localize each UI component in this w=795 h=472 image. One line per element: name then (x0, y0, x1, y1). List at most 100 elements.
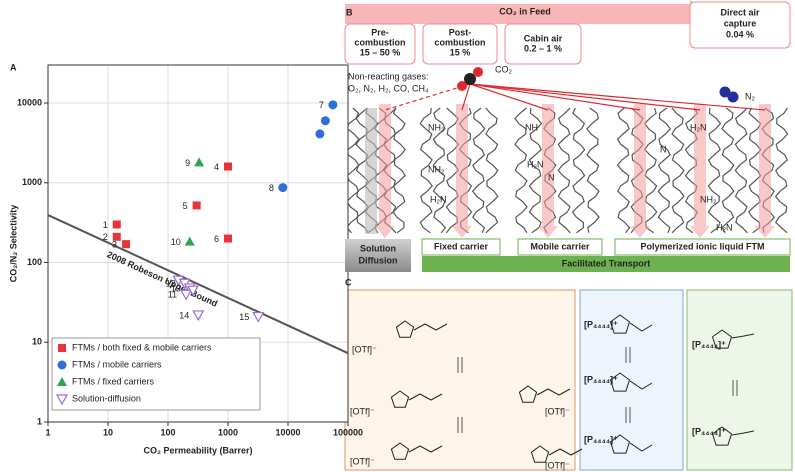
counterion: [P₄₄₄₄]⁺ (584, 434, 618, 444)
ring (609, 434, 631, 454)
membrane (346, 67, 789, 238)
polymer-chain (657, 107, 672, 234)
legend (51, 337, 261, 411)
point (112, 220, 121, 229)
polymer-chain (485, 107, 499, 234)
feed-box-text: 15 % (450, 47, 471, 57)
point (122, 240, 131, 249)
feed-box-text: Post- (449, 27, 472, 37)
bond (536, 388, 571, 396)
x-tick-label: 1000 (218, 427, 238, 437)
polymer-chain (643, 107, 658, 234)
polymer-chain (721, 107, 735, 234)
legend-marker (55, 394, 69, 406)
carrier-box (614, 238, 791, 256)
point (224, 162, 232, 171)
n2-label: N₂ (745, 91, 755, 101)
group-label: H₂N (430, 194, 447, 204)
group-label: NH₂ (700, 194, 717, 204)
group-label: NH (525, 122, 538, 132)
counterion: [OTf]⁻ (350, 406, 375, 416)
c-atom (464, 73, 476, 85)
point-label: 14 (179, 310, 189, 320)
point (192, 201, 201, 210)
point-label: 6 (214, 234, 219, 244)
counterion: [OTf]⁻ (545, 406, 570, 416)
polymer-chain (707, 107, 722, 234)
y-tick-label: 10000 (17, 97, 42, 107)
point-label: 4 (214, 162, 219, 172)
polymer-chain (528, 107, 543, 234)
group-label: NH₂ (428, 122, 445, 132)
y-tick-label: 100 (27, 257, 42, 267)
point-label: 13 (171, 283, 181, 293)
co2-path (469, 83, 549, 111)
transport-arrow (375, 104, 395, 238)
carrier-label: Fixed carrier (434, 241, 489, 251)
transport-arrow (755, 104, 775, 238)
o-atom (457, 81, 467, 91)
point (186, 285, 199, 297)
feed-box (344, 23, 416, 65)
ring (390, 442, 410, 460)
point (252, 311, 265, 323)
sd-text: Diffusion (359, 255, 398, 265)
point (315, 129, 325, 139)
bond (731, 430, 755, 436)
x-tick-label: 100 (160, 427, 175, 437)
mechanism-box (344, 289, 576, 471)
bond (629, 442, 653, 452)
counterion: [P₄₄₄₄]⁺ (692, 426, 726, 436)
point (180, 289, 193, 301)
transport-arrow (538, 104, 558, 238)
carrier-box (517, 238, 603, 256)
point (184, 236, 195, 246)
point (112, 232, 121, 241)
legend-label: FTMs / fixed carriers (72, 376, 155, 386)
gas-note: Non-reacting gases: (348, 71, 429, 81)
counterion: [P₄₄₄₄]⁺ (584, 374, 618, 384)
counterion: [P₄₄₄₄]⁺ (692, 339, 726, 349)
x-tick-label: 100000 (333, 427, 363, 437)
point-label: 3 (112, 240, 117, 250)
polymer-chain (557, 107, 571, 234)
dac-text: 0.04 % (726, 29, 754, 39)
point-label: 11 (168, 290, 177, 300)
dac-text: Direct air (720, 7, 760, 17)
polymer-chain (571, 107, 586, 234)
y-tick-label: 1000 (22, 177, 42, 187)
panel-letter: B (346, 7, 353, 17)
feed-box (422, 23, 498, 65)
point (194, 157, 205, 167)
point (328, 100, 338, 110)
polymer-chain (419, 107, 433, 234)
feed-box-text: 0.2 – 1 % (524, 43, 562, 53)
panel-letter: A (10, 62, 17, 72)
ring (609, 372, 631, 392)
co2-path (469, 83, 766, 111)
point-label: 8 (269, 183, 274, 193)
feed-box-text: combustion (355, 37, 406, 47)
dac-text: capture (724, 18, 757, 28)
legend-marker (57, 377, 67, 386)
sd-text: Solution (360, 243, 396, 253)
gas-note: O₂, N₂, H₂, CO, CH₄ (348, 83, 429, 93)
feed-box-text: Cabin air (524, 33, 563, 43)
ft-bar (422, 256, 790, 272)
transport-arrow (452, 104, 472, 238)
point-label: 5 (183, 201, 188, 211)
x-tick-label: 10 (103, 427, 113, 437)
polymer-chain (734, 107, 748, 234)
group-label: H₂N (716, 222, 733, 232)
group-label: N (548, 172, 555, 182)
bond (413, 323, 448, 331)
mechanism-box (686, 289, 793, 471)
co2-path (461, 83, 471, 111)
structures: [OTf]⁻ [OTf]⁻ [OTf]⁻ [OTf]⁻ [OTf]⁻ [P₄₄₄₄]⁺ [P… (350, 314, 755, 470)
feed-box-text: 15 – 50 % (360, 47, 401, 57)
point-label: 15 (239, 312, 249, 322)
sd-box (345, 239, 411, 272)
n-atom (719, 86, 731, 98)
co2-path (469, 83, 701, 111)
